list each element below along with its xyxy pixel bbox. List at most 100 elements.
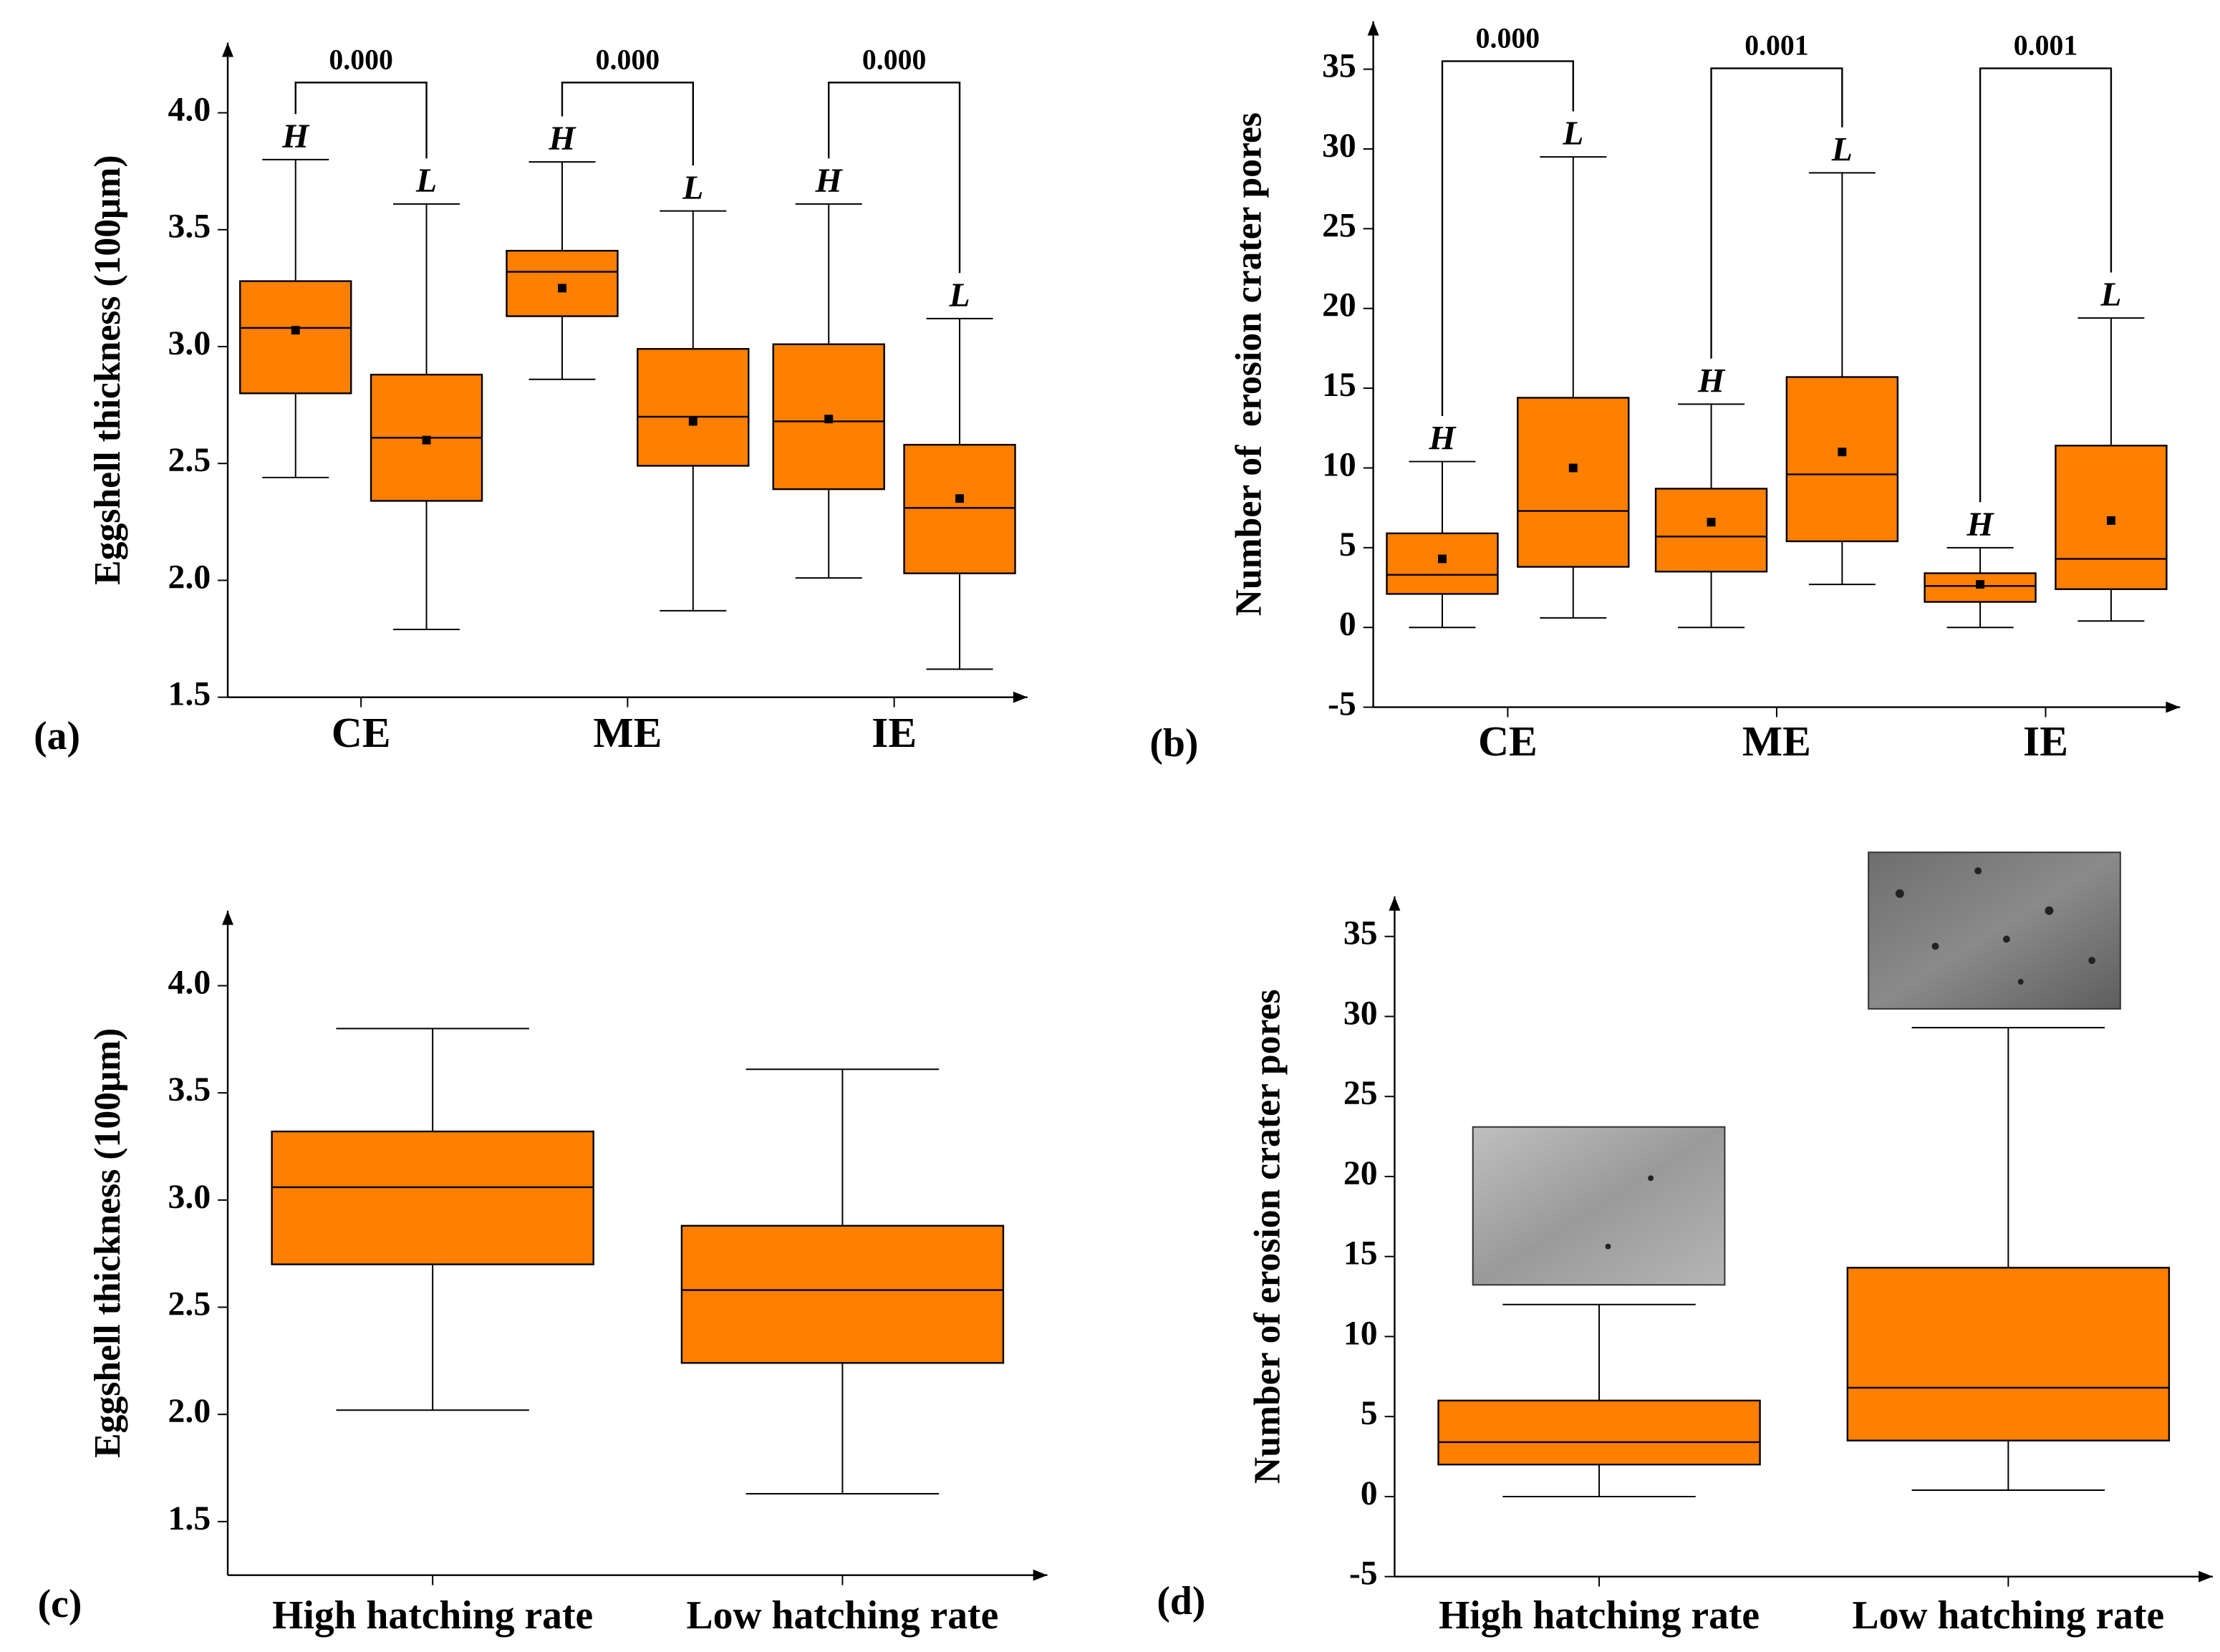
box (1846, 1267, 2171, 1441)
y-tick-label: 5 (1339, 526, 1356, 564)
y-tick-label: 2.0 (168, 559, 211, 596)
comparison-bracket (1979, 67, 2113, 503)
series-letter: L (948, 277, 970, 314)
series-letter: H (1697, 362, 1726, 400)
y-tick-label: 35 (1343, 915, 1378, 952)
y-tick-label: 0 (1361, 1475, 1378, 1512)
comparison-bracket (561, 82, 694, 166)
mean-marker (1976, 580, 1985, 589)
y-tick-label: 20 (1322, 287, 1356, 324)
axis-arrow (2199, 1570, 2213, 1583)
box (1785, 376, 1899, 543)
box (271, 1130, 594, 1265)
y-tick-label: -5 (1328, 686, 1356, 723)
y-axis-label: Number of erosion crater pores (1247, 989, 1288, 1484)
y-tick-label: 3.0 (168, 325, 211, 362)
sem-image (1868, 851, 2121, 1010)
y-tick-label: 35 (1322, 48, 1356, 85)
y-tick-label: 15 (1322, 367, 1356, 404)
y-tick-label: 3.0 (168, 1179, 211, 1216)
comparison-bracket (828, 82, 961, 274)
y-tick-label: 25 (1322, 207, 1356, 244)
p-value: 0.000 (329, 44, 392, 76)
x-tick-label: CE (332, 709, 391, 756)
series-letter: L (415, 163, 437, 200)
sem-pores (1605, 867, 2096, 1250)
comparison-bracket (294, 82, 428, 159)
comparison-bracket (1441, 60, 1574, 416)
p-value: 0.000 (1476, 23, 1540, 54)
x-tick-label: Low hatching rate (687, 1593, 999, 1638)
x-tick-label: ME (593, 709, 662, 756)
series-letter: H (548, 120, 576, 158)
mean-marker (955, 494, 964, 503)
y-axis-label: Eggshell thickness (100μm) (87, 155, 128, 584)
panel-label: (d) (1157, 1579, 1205, 1623)
x-tick-label: High hatching rate (272, 1593, 593, 1638)
p-value: 0.001 (1744, 30, 1808, 62)
box (903, 443, 1016, 574)
x-tick-label: IE (872, 709, 917, 756)
y-axis-label: Eggshell thickness (100μm) (87, 1028, 128, 1458)
y-tick-label: 10 (1322, 446, 1356, 483)
y-tick-label: 2.5 (168, 442, 211, 479)
series-letter: L (682, 170, 703, 207)
box (239, 280, 352, 395)
y-tick-label: 15 (1343, 1235, 1378, 1272)
panel-label: (c) (38, 1582, 82, 1626)
series-letter: L (2100, 276, 2121, 314)
y-tick-label: 2.0 (168, 1393, 211, 1430)
series-letter: H (815, 163, 844, 200)
y-tick-label: 25 (1343, 1075, 1378, 1112)
comparison-bracket (1710, 67, 1843, 359)
y-tick-label: 10 (1343, 1315, 1378, 1352)
series-letter: L (1831, 132, 1853, 169)
mean-marker (558, 284, 566, 293)
box (680, 1224, 1005, 1364)
series-letter: H (281, 118, 310, 155)
y-tick-label: 1.5 (168, 1500, 211, 1537)
x-tick-label: Low hatching rate (1852, 1593, 2164, 1638)
axis-arrow (2166, 701, 2181, 713)
y-tick-label: 5 (1361, 1395, 1378, 1432)
mean-marker (1707, 518, 1716, 527)
box (637, 348, 750, 467)
axis-arrow (222, 910, 233, 925)
mean-marker (688, 417, 698, 426)
axis-arrow (222, 42, 233, 57)
axis-arrow (1033, 1569, 1048, 1581)
x-tick-label: CE (1478, 718, 1538, 765)
panel-label: (a) (34, 714, 80, 758)
box (1386, 532, 1499, 595)
y-tick-label: -5 (1349, 1555, 1378, 1593)
box (1654, 488, 1768, 573)
y-axis-label: Number of erosion crater pores (1229, 112, 1270, 616)
panel-label: (b) (1149, 721, 1198, 765)
axis-arrow (1013, 691, 1028, 703)
y-tick-label: 3.5 (168, 208, 211, 246)
y-tick-label: 1.5 (168, 676, 211, 713)
y-tick-label: 4.0 (168, 91, 211, 128)
series-letter: H (1966, 506, 1995, 544)
mean-marker (1838, 448, 1847, 457)
series-letter: H (1428, 420, 1457, 458)
p-value: 0.001 (2014, 30, 2077, 62)
axis-arrow (1389, 896, 1401, 911)
y-tick-label: 30 (1322, 127, 1356, 165)
x-tick-label: High hatching rate (1439, 1593, 1760, 1638)
mean-marker (422, 435, 431, 445)
y-tick-label: 30 (1343, 995, 1378, 1032)
axis-arrow (1367, 21, 1379, 36)
mean-marker (824, 415, 834, 424)
y-tick-label: 2.5 (168, 1285, 211, 1323)
mean-marker (291, 326, 300, 335)
mean-marker (2106, 516, 2115, 525)
p-value: 0.000 (862, 44, 926, 76)
box (1437, 1399, 1761, 1466)
y-tick-label: 20 (1343, 1155, 1378, 1192)
x-tick-label: IE (2023, 718, 2068, 765)
series-letter: L (1562, 115, 1583, 153)
sem-image (1472, 1126, 1726, 1286)
box (1517, 397, 1630, 568)
